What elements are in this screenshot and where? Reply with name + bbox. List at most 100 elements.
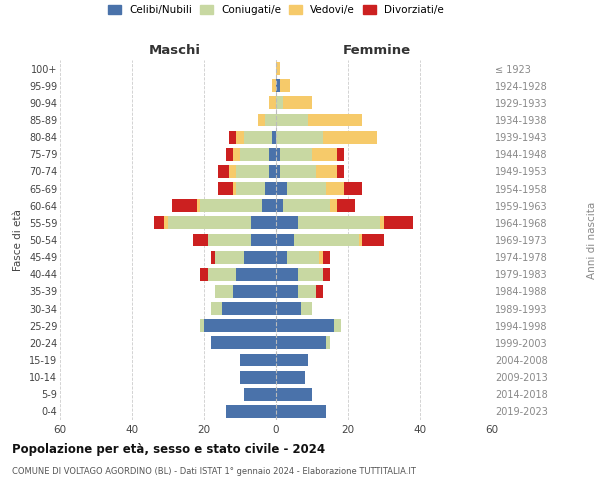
Bar bbox=[316, 165, 337, 178]
Bar bbox=[240, 370, 276, 384]
Bar bbox=[269, 165, 276, 178]
Bar bbox=[276, 148, 280, 160]
Bar bbox=[276, 80, 280, 92]
Bar bbox=[287, 182, 326, 195]
Text: Popolazione per età, sesso e stato civile - 2024: Popolazione per età, sesso e stato civil… bbox=[12, 442, 325, 456]
Bar bbox=[276, 388, 312, 400]
Bar bbox=[359, 234, 362, 246]
Bar bbox=[244, 130, 272, 143]
Legend: Celibi/Nubili, Coniugati/e, Vedovi/e, Divorziati/e: Celibi/Nubili, Coniugati/e, Vedovi/e, Di… bbox=[108, 5, 444, 15]
Bar bbox=[265, 114, 276, 126]
Bar bbox=[269, 96, 276, 110]
Bar bbox=[276, 114, 308, 126]
Bar bbox=[276, 320, 334, 332]
Bar bbox=[272, 130, 276, 143]
Bar bbox=[276, 62, 280, 75]
Bar bbox=[244, 250, 276, 264]
Bar bbox=[276, 182, 287, 195]
Bar bbox=[280, 80, 290, 92]
Bar bbox=[215, 250, 244, 264]
Bar bbox=[218, 182, 233, 195]
Bar bbox=[276, 285, 298, 298]
Bar bbox=[276, 250, 287, 264]
Bar bbox=[294, 234, 359, 246]
Bar bbox=[226, 405, 276, 418]
Bar bbox=[276, 165, 280, 178]
Bar bbox=[319, 250, 323, 264]
Bar bbox=[200, 268, 208, 280]
Bar bbox=[236, 165, 269, 178]
Bar bbox=[208, 234, 251, 246]
Bar bbox=[323, 250, 330, 264]
Bar bbox=[280, 148, 312, 160]
Bar bbox=[240, 148, 269, 160]
Bar bbox=[276, 370, 305, 384]
Bar bbox=[229, 165, 236, 178]
Bar bbox=[276, 96, 283, 110]
Bar bbox=[384, 216, 413, 230]
Bar bbox=[200, 320, 204, 332]
Bar bbox=[337, 165, 344, 178]
Bar bbox=[326, 182, 344, 195]
Text: COMUNE DI VOLTAGO AGORDINO (BL) - Dati ISTAT 1° gennaio 2024 - Elaborazione TUTT: COMUNE DI VOLTAGO AGORDINO (BL) - Dati I… bbox=[12, 468, 416, 476]
Text: Femmine: Femmine bbox=[343, 44, 411, 58]
Bar bbox=[233, 285, 276, 298]
Bar bbox=[276, 234, 294, 246]
Bar bbox=[276, 354, 308, 366]
Bar bbox=[168, 216, 251, 230]
Bar bbox=[258, 114, 265, 126]
Bar bbox=[337, 148, 344, 160]
Bar bbox=[380, 216, 384, 230]
Bar bbox=[172, 200, 197, 212]
Bar bbox=[164, 216, 168, 230]
Bar bbox=[301, 302, 312, 315]
Bar bbox=[265, 182, 276, 195]
Bar bbox=[233, 182, 236, 195]
Bar bbox=[211, 302, 222, 315]
Bar bbox=[272, 80, 276, 92]
Bar bbox=[287, 250, 319, 264]
Bar bbox=[280, 165, 316, 178]
Bar bbox=[276, 216, 298, 230]
Bar bbox=[323, 130, 377, 143]
Bar bbox=[244, 388, 276, 400]
Bar bbox=[251, 216, 276, 230]
Bar bbox=[262, 200, 276, 212]
Bar bbox=[211, 336, 276, 349]
Bar bbox=[334, 320, 341, 332]
Bar bbox=[251, 234, 276, 246]
Bar bbox=[229, 130, 236, 143]
Y-axis label: Fasce di età: Fasce di età bbox=[13, 209, 23, 271]
Bar bbox=[269, 148, 276, 160]
Bar bbox=[222, 302, 276, 315]
Bar bbox=[298, 268, 323, 280]
Bar bbox=[330, 200, 337, 212]
Bar bbox=[193, 234, 208, 246]
Bar bbox=[197, 200, 200, 212]
Bar bbox=[215, 285, 233, 298]
Bar bbox=[200, 200, 262, 212]
Bar bbox=[240, 354, 276, 366]
Y-axis label: Anni di nascita: Anni di nascita bbox=[587, 202, 596, 278]
Bar bbox=[236, 268, 276, 280]
Bar bbox=[236, 130, 244, 143]
Bar bbox=[276, 336, 326, 349]
Bar bbox=[276, 302, 301, 315]
Bar bbox=[316, 285, 323, 298]
Bar bbox=[208, 268, 236, 280]
Bar bbox=[226, 148, 233, 160]
Text: Maschi: Maschi bbox=[149, 44, 201, 58]
Bar bbox=[276, 130, 323, 143]
Bar bbox=[283, 200, 330, 212]
Bar bbox=[298, 285, 316, 298]
Bar bbox=[218, 165, 229, 178]
Bar bbox=[211, 250, 215, 264]
Bar bbox=[236, 182, 265, 195]
Bar bbox=[344, 182, 362, 195]
Bar bbox=[276, 200, 283, 212]
Bar bbox=[362, 234, 384, 246]
Bar bbox=[233, 148, 240, 160]
Bar bbox=[204, 320, 276, 332]
Bar bbox=[154, 216, 164, 230]
Bar bbox=[276, 268, 298, 280]
